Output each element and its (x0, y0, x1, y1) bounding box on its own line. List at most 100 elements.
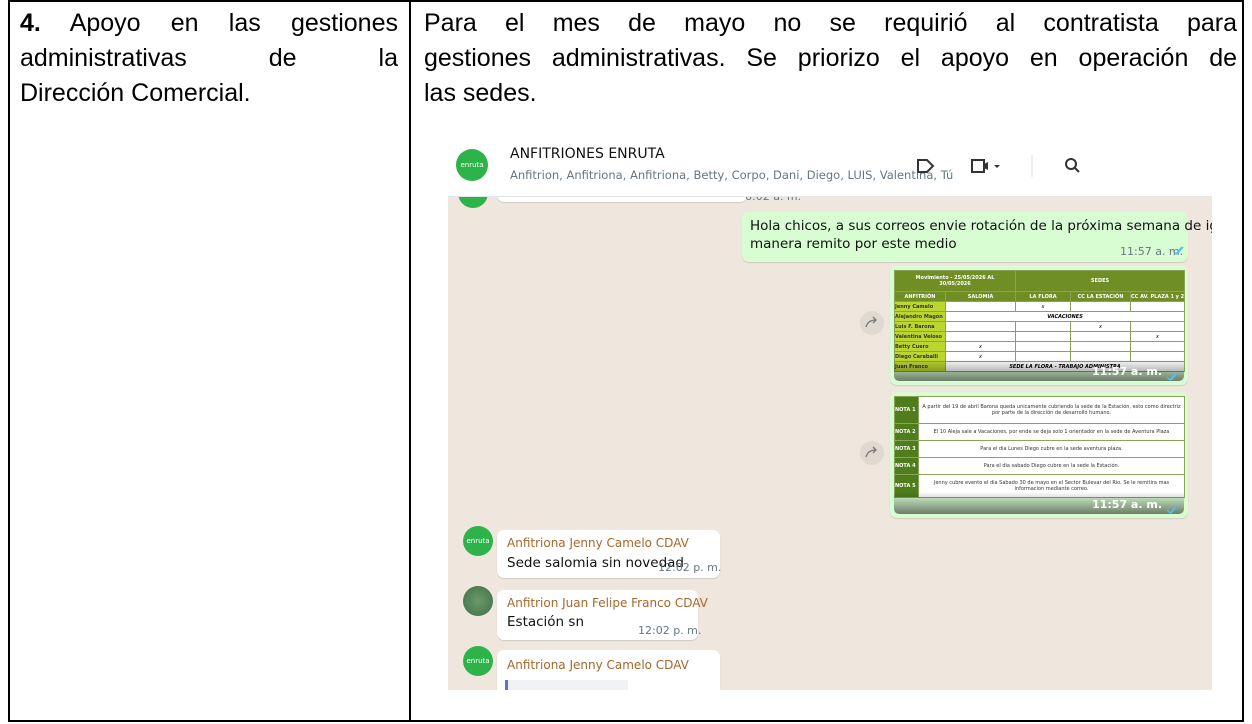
sender[interactable]: Anfitriona Jenny Camelo CDAV (507, 658, 689, 672)
schedule-cell: x (946, 342, 1016, 352)
schedule-cell: x (1016, 302, 1071, 312)
dropdown-icon[interactable] (994, 165, 1000, 168)
sender[interactable]: Anfitriona Jenny Camelo CDAV (507, 536, 689, 550)
border (409, 0, 411, 722)
message-bubble: Anfitriona Jenny Camelo CDAV (497, 650, 720, 690)
chat-title[interactable]: ANFITRIONES ENRUTA (510, 146, 665, 162)
avatar[interactable]: enruta (463, 646, 493, 676)
forward-button[interactable] (859, 440, 885, 466)
sender[interactable]: Anfitrion Juan Felipe Franco CDAV (507, 596, 708, 610)
schedule-cell (946, 322, 1016, 332)
schedule-title: Movimiento - 25/05/2026 AL30/05/2026 (895, 271, 1016, 292)
host-name: Luis F. Barona (895, 322, 946, 332)
description-line: Para el mes de mayo no se requirió al co… (424, 6, 1237, 41)
forward-button[interactable] (859, 310, 885, 336)
description-line: las sedes. (424, 76, 1237, 111)
note-label: NOTA 1 (895, 397, 919, 424)
read-ticks (1166, 372, 1180, 382)
title-line: 30/05/2026 (895, 281, 1015, 287)
span-cell: VACACIONES (946, 312, 1185, 322)
avatar[interactable]: enruta (463, 526, 493, 556)
header-icons (914, 155, 1094, 177)
message-bubble: Anfitriona Jenny Camelo CDAV Sede salomi… (497, 530, 720, 578)
quoted-message (505, 680, 628, 690)
schedule-cell (1131, 302, 1185, 312)
host-name: Betty Cuero (895, 342, 946, 352)
schedule-cell (1016, 342, 1071, 352)
description-line: gestiones administrativas. Se priorizo e… (424, 41, 1237, 76)
schedule-row: Valentina Veloso x (895, 332, 1185, 342)
chat-screenshot: enruta 6:02 a. m. enruta ANFITRIONES ENR… (448, 138, 1212, 690)
chat-header: enruta ANFITRIONES ENRUTA Anfitrion, Anf… (448, 138, 1212, 197)
column-header: ANFITRIÓN (895, 292, 946, 302)
schedule-cell (1131, 322, 1185, 332)
message-time: 12:02 p. m. (638, 624, 701, 637)
note-text: Para el dia Lunes Diego cubre en la sede… (919, 441, 1185, 458)
message-bubble: Anfitrion Juan Felipe Franco CDAV Estaci… (497, 590, 698, 640)
schedule-cell (1071, 342, 1131, 352)
item-line: administrativas de la (20, 41, 398, 76)
read-ticks (1166, 505, 1180, 515)
host-name: Jenny Camelo (895, 302, 946, 312)
read-ticks (1172, 246, 1186, 256)
schedule-row: Luis F. Barona x (895, 322, 1185, 332)
note-text: El 10 Aleja sale a Vacaciones, por ende … (919, 424, 1185, 441)
message-bubble: Hola chicos, a sus correos envie rotació… (742, 212, 1188, 262)
item-text: Apoyo en las gestiones (70, 9, 398, 37)
item-line: Dirección Comercial. (20, 76, 398, 111)
item-line: 4. Apoyo en las gestiones (20, 6, 398, 41)
schedule-cell (946, 332, 1016, 342)
column-header: LA FLORA (1016, 292, 1071, 302)
note-text: A partir del 19 de abril Barona queda un… (919, 397, 1185, 424)
participants: Anfitrion, Anfitriona, Anfitriona, Betty… (510, 168, 953, 182)
group-header: SEDES (1016, 271, 1185, 292)
note-label: NOTA 2 (895, 424, 919, 441)
border (8, 0, 1244, 2)
schedule-row: Jenny Camelo x (895, 302, 1185, 312)
border (1242, 0, 1244, 722)
description-cell: Para el mes de mayo no se requirió al co… (424, 6, 1237, 111)
video-icon[interactable] (972, 160, 984, 172)
host-name: Alejandro Magón (895, 312, 946, 322)
note-text: Para el dia sabado Diego cubre en la sed… (919, 458, 1185, 475)
note-label: NOTA 4 (895, 458, 919, 475)
schedule-cell (946, 302, 1016, 312)
column-header: CC LA ESTACIÓN (1071, 292, 1131, 302)
schedule-cell (1071, 332, 1131, 342)
host-name: Valentina Veloso (895, 332, 946, 342)
page: 4. Apoyo en las gestiones administrativa… (0, 0, 1252, 724)
message-time: 12:02 p. m. (658, 561, 721, 574)
search-icon[interactable] (1066, 159, 1076, 169)
message-text: manera remito por este medio (750, 236, 957, 252)
schedule-cell: x (1131, 332, 1185, 342)
group-avatar[interactable]: enruta (456, 149, 488, 181)
message-text: Estación sn (507, 614, 584, 630)
column-header: CC AV. PLAZA 1 y 2 (1131, 292, 1185, 302)
message-time: 11:57 a. m. (1092, 365, 1162, 378)
note-label: NOTA 3 (895, 441, 919, 458)
schedule-cell (1071, 302, 1131, 312)
schedule-cell (1016, 332, 1071, 342)
message-time: 11:57 a. m. (1092, 498, 1162, 511)
label-icon[interactable] (918, 160, 933, 172)
schedule-cell (1131, 342, 1185, 352)
search-icon-handle (1075, 168, 1079, 172)
border (8, 720, 1244, 722)
border (8, 0, 10, 722)
avatar-photo[interactable] (463, 586, 493, 616)
schedule-cell: x (1071, 322, 1131, 332)
column-header: SALOMIA (946, 292, 1016, 302)
message-text: Hola chicos, a sus correos envie rotació… (750, 218, 1212, 234)
